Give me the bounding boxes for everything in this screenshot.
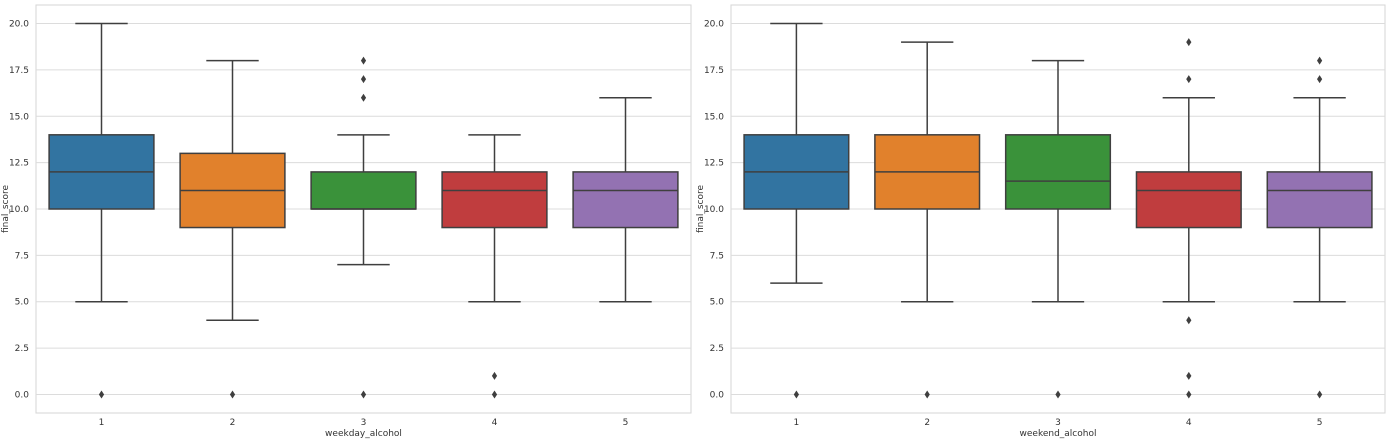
outlier-point	[1186, 390, 1192, 399]
y-tick-label: 0.0	[15, 390, 30, 400]
y-tick-label: 10.0	[9, 205, 29, 215]
y-tick-label: 15.0	[704, 112, 724, 122]
x-tick-label: 1	[99, 418, 105, 428]
box-4	[441, 134, 548, 399]
outlier-point	[491, 371, 498, 380]
x-tick-label: 1	[794, 418, 800, 428]
outlier-point	[98, 390, 105, 399]
box-5	[1266, 56, 1373, 399]
y-tick-label: 5.0	[15, 298, 30, 308]
iqr-box	[1266, 171, 1373, 229]
outlier-point	[1055, 390, 1061, 399]
x-tick-label: 5	[1317, 418, 1323, 428]
box-4	[1135, 38, 1242, 399]
box-1	[48, 22, 155, 399]
x-tick-label: 3	[361, 418, 367, 428]
x-tick-label: 2	[230, 418, 236, 428]
outlier-point	[360, 75, 367, 84]
iqr-box	[1004, 134, 1112, 210]
y-axis-label: final_score	[1, 185, 11, 234]
x-tick-label: 3	[1055, 418, 1061, 428]
outlier-point	[1317, 56, 1323, 65]
y-tick-label: 15.0	[9, 112, 29, 122]
iqr-box	[1135, 171, 1242, 229]
box-2	[179, 59, 286, 399]
x-tick-label: 4	[492, 418, 498, 428]
y-tick-label: 2.5	[15, 344, 29, 354]
y-tick-label: 12.5	[704, 159, 724, 169]
outlier-point	[1186, 316, 1192, 325]
y-tick-label: 0.0	[710, 390, 725, 400]
outlier-point	[793, 390, 799, 399]
x-axis-label: weekend_alcohol	[1020, 429, 1097, 439]
y-tick-label: 2.5	[710, 344, 724, 354]
box-5	[572, 96, 679, 303]
y-tick-label: 5.0	[710, 298, 725, 308]
outlier-point	[229, 390, 236, 399]
y-tick-label: 17.5	[704, 66, 724, 76]
box-3	[1004, 59, 1112, 399]
outlier-point	[1186, 371, 1192, 380]
outlier-point	[1317, 390, 1323, 399]
y-tick-label: 17.5	[9, 66, 29, 76]
y-tick-label: 7.5	[15, 251, 29, 261]
box-3	[310, 56, 417, 399]
outlier-point	[1317, 75, 1323, 84]
outlier-point	[360, 390, 367, 399]
y-tick-label: 12.5	[9, 159, 29, 169]
outlier-point	[1186, 75, 1192, 84]
y-tick-label: 20.0	[9, 20, 29, 30]
y-axis-label: final_score	[696, 185, 706, 234]
x-axis-label: weekday_alcohol	[325, 429, 402, 439]
chart-panel-1: 0.0 2.5 5.0 7.5 10.0 12.5 15.0 17.5 20.0 1 2 3 4 5 wee…	[1, 4, 692, 439]
outlier-point	[360, 56, 367, 65]
outlier-point	[924, 390, 930, 399]
x-tick-label: 5	[623, 418, 629, 428]
box-1	[743, 22, 850, 399]
x-tick-label: 2	[924, 418, 930, 428]
y-tick-label: 20.0	[704, 20, 724, 30]
iqr-box	[310, 171, 417, 210]
outlier-point	[1186, 38, 1192, 47]
x-tick-label: 4	[1186, 418, 1192, 428]
y-tick-label: 7.5	[710, 251, 724, 261]
outlier-point	[491, 390, 498, 399]
y-tick-label: 10.0	[704, 205, 724, 215]
chart-panel-2: 0.0 2.5 5.0 7.5 10.0 12.5 15.0 17.5 20.0 1 2 3 4 5 wee…	[696, 4, 1386, 439]
outlier-point	[360, 93, 367, 102]
iqr-box	[441, 171, 548, 229]
iqr-box	[572, 171, 679, 229]
box-2	[874, 41, 981, 399]
